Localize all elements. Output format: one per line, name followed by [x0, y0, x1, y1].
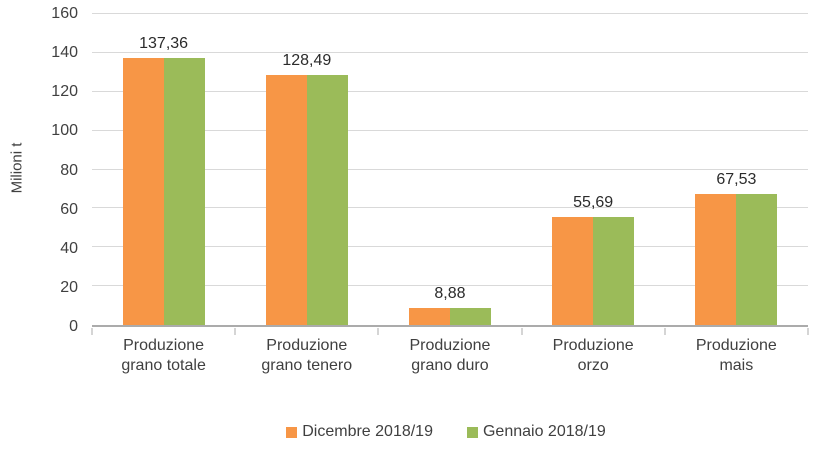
bar: [695, 193, 737, 325]
y-tick-label: 60: [60, 200, 78, 218]
bar: [265, 75, 307, 325]
x-tick-mark: [807, 328, 809, 335]
y-axis-ticks: 0 20 40 60 80 100 120 140 160: [14, 6, 78, 335]
category-label: Produzione orzo: [552, 337, 634, 374]
bar-group: 128,49: [235, 14, 378, 325]
bar-group: 67,53: [665, 14, 808, 325]
data-label: 55,69: [573, 193, 614, 211]
plot-area: 137,36 128,49 8,88 55,69 67,53: [92, 13, 808, 327]
x-tick-mark: [91, 328, 93, 335]
gennaio-swatch: [466, 426, 478, 438]
y-tick-label: 100: [51, 122, 78, 140]
bar-pair: [122, 14, 205, 325]
gridline: [92, 168, 808, 170]
legend-label-gennaio: Gennaio 2018/19: [482, 423, 606, 440]
legend-label-dicembre: Dicembre 2018/19: [302, 423, 433, 440]
bar: [306, 75, 348, 325]
legend-item-gennaio: Gennaio 2018/19: [466, 423, 606, 441]
bar-group: 8,88: [378, 14, 521, 325]
category-label: Produzione mais: [695, 337, 777, 374]
bar-pair: [552, 14, 635, 325]
y-tick-label: 0: [69, 318, 78, 335]
y-tick-label: 20: [60, 278, 78, 296]
legend-item-dicembre: Dicembre 2018/19: [286, 423, 433, 441]
x-axis-labels: Produzione grano totale Produzione grano te…: [92, 336, 808, 376]
gridline: [92, 285, 808, 287]
bar: [122, 58, 164, 325]
x-axis-ticks: [91, 328, 809, 335]
x-tick-mark: [234, 328, 236, 335]
gridline: [92, 207, 808, 209]
category-label: Produzione grano totale: [121, 337, 206, 374]
bar-group: 137,36: [92, 14, 235, 325]
y-tick-label: 120: [51, 83, 78, 101]
data-label: 8,88: [434, 284, 466, 302]
gridline: [92, 129, 808, 131]
bar-pair: [265, 14, 348, 325]
bar: [449, 307, 491, 325]
category-label: Produzione grano tenero: [261, 337, 353, 374]
gridline: [92, 90, 808, 92]
y-tick-label: 160: [51, 5, 78, 22]
y-tick-label: 140: [51, 44, 78, 62]
gridline: [92, 51, 808, 53]
bar-group: 55,69: [522, 14, 665, 325]
dicembre-swatch: [286, 426, 298, 438]
gridline: [92, 13, 808, 14]
data-label: 137,36: [139, 35, 189, 53]
y-tick-label: 40: [60, 239, 78, 257]
gridline: [92, 246, 808, 248]
y-tick-label: 80: [60, 161, 78, 179]
bar-pair: [408, 14, 491, 325]
x-tick-mark: [664, 328, 666, 335]
x-tick-mark: [377, 328, 379, 335]
bar: [552, 216, 594, 325]
bar: [163, 58, 205, 325]
legend: Dicembre 2018/19 Gennaio 2018/19: [36, 423, 820, 441]
category-label: Produzione grano duro: [409, 337, 491, 374]
bar: [408, 307, 450, 325]
x-tick-mark: [521, 328, 523, 335]
bar-pair: [695, 14, 778, 325]
data-label: 128,49: [282, 52, 332, 70]
bar: [593, 216, 635, 325]
bar: [736, 193, 778, 325]
data-label: 67,53: [716, 170, 757, 188]
